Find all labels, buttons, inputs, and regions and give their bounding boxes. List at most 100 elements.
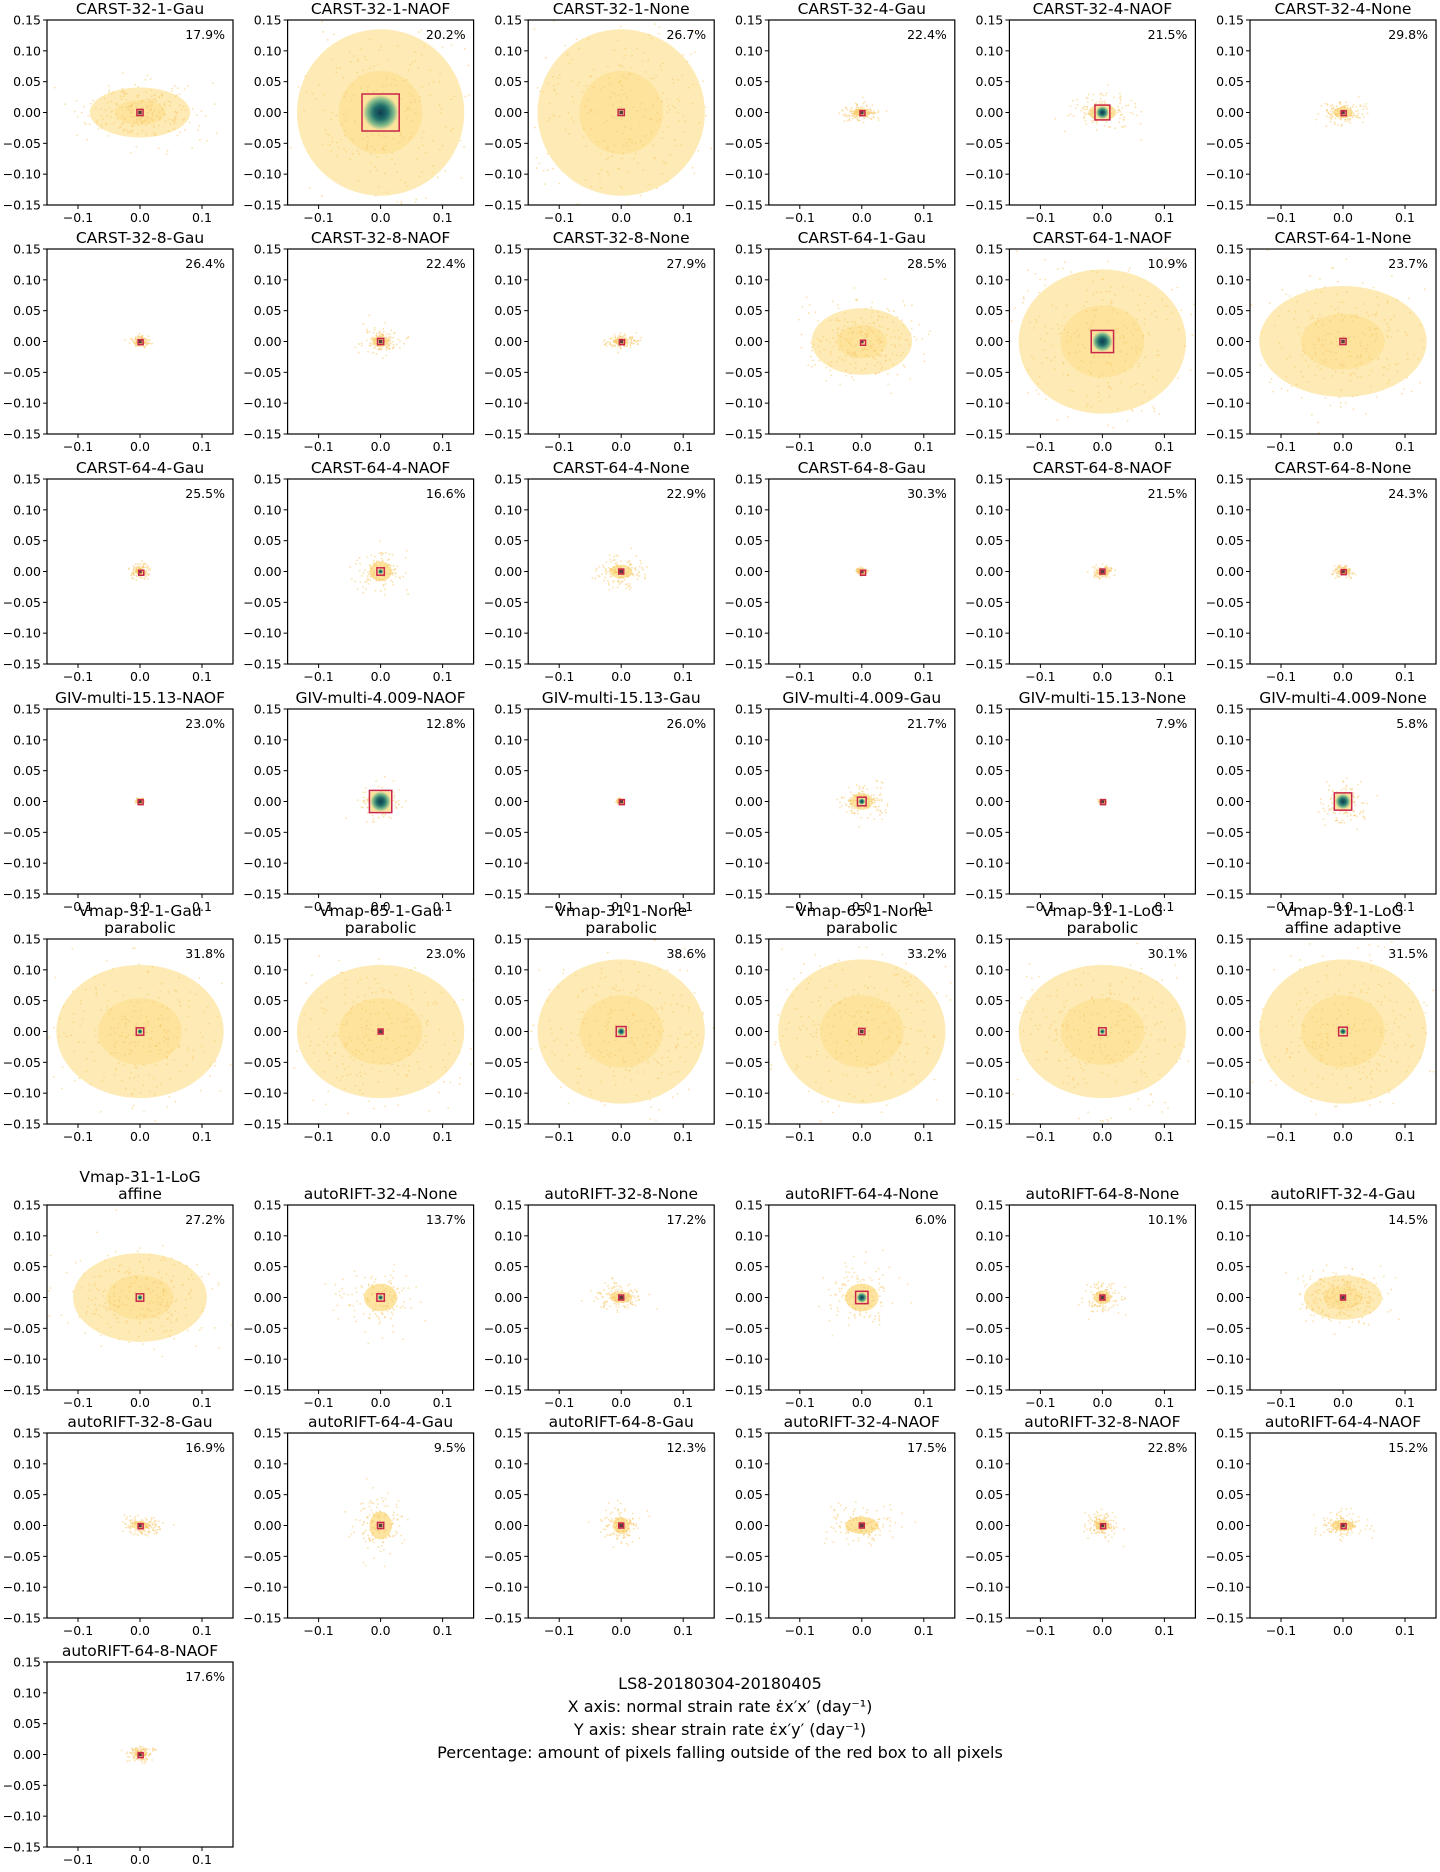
scatter-point [857, 111, 860, 114]
scatter-point [840, 333, 842, 336]
scatter-point [710, 147, 713, 150]
x-tick-label: 0.1 [433, 210, 453, 225]
scatter-point [1341, 371, 1344, 374]
scatter-point [1108, 386, 1111, 389]
scatter-point [1062, 316, 1065, 319]
scatter-point [375, 353, 378, 356]
scatter-point [851, 109, 854, 112]
scatter-point [1303, 352, 1306, 354]
scatter-point [413, 98, 416, 101]
scatter-point [166, 149, 169, 152]
scatter-point [547, 82, 549, 85]
x-tick-label: 0.0 [852, 439, 872, 454]
scatter-point [123, 91, 125, 94]
scatter-point [157, 1018, 160, 1021]
scatter-point [1325, 361, 1327, 364]
scatter-point [626, 145, 629, 147]
scatter-point [870, 346, 873, 349]
scatter-point [668, 108, 671, 111]
scatter-point [877, 361, 879, 364]
scatter-point [392, 137, 395, 140]
scatter-point [345, 817, 348, 820]
scatter-point [144, 572, 147, 574]
scatter-point [436, 176, 439, 179]
y-tick-label: 0.15 [254, 472, 282, 487]
scatter-point [342, 76, 345, 79]
scatter-point [921, 337, 924, 340]
scatter-point [1351, 320, 1354, 323]
scatter-point [855, 115, 858, 118]
scatter-point [619, 565, 622, 568]
y-tick-label: 0.05 [494, 303, 522, 318]
scatter-point [878, 794, 881, 797]
scatter-point [95, 991, 98, 994]
scatter-point [1327, 789, 1330, 791]
scatter-point [585, 85, 587, 88]
scatter-point [1331, 104, 1334, 106]
scatter-point [384, 579, 386, 582]
scatter-point [857, 812, 859, 815]
scatter-point [399, 97, 402, 100]
scatter-point [158, 997, 160, 1000]
scatter-point [343, 148, 346, 151]
scatter-point [146, 564, 149, 567]
scatter-point [362, 585, 365, 588]
density-peak [1095, 106, 1109, 119]
scatter-point [650, 37, 653, 40]
scatter-point [1085, 405, 1088, 408]
scatter-point [612, 336, 614, 339]
scatter-point [153, 94, 156, 97]
scatter-point [1022, 301, 1025, 304]
scatter-point [1325, 358, 1327, 361]
scatter-point [867, 807, 870, 809]
scatter-point [1339, 564, 1342, 567]
scatter-point [638, 124, 641, 127]
scatter-point [1317, 337, 1320, 339]
scatter-point [1184, 345, 1187, 348]
scatter-point [399, 576, 401, 579]
y-tick-label: 0.05 [1216, 533, 1244, 548]
scatter-point [878, 337, 881, 340]
scatter-point [1098, 356, 1100, 359]
percentage-label: 27.9% [666, 256, 706, 271]
scatter-point [1331, 342, 1334, 345]
scatter-point [872, 355, 875, 358]
scatter-point [689, 53, 692, 56]
scatter-point [1345, 258, 1348, 261]
scatter-point [1346, 118, 1349, 120]
scatter-point [1050, 344, 1053, 347]
scatter-point [631, 337, 634, 340]
scatter-point [854, 367, 857, 369]
scatter-point [902, 300, 905, 303]
scatter-point [83, 121, 86, 124]
scatter-point [856, 104, 859, 107]
scatter-point [885, 110, 888, 113]
percentage-label: 30.3% [907, 486, 947, 501]
y-tick-label: −0.10 [3, 626, 41, 641]
scatter-point [1113, 96, 1115, 99]
scatter-point [1377, 357, 1380, 360]
scatter-point [849, 799, 851, 802]
scatter-point [619, 560, 622, 562]
scatter-point [121, 1079, 123, 1082]
scatter-point [109, 1052, 112, 1055]
scatter-point [590, 109, 593, 112]
y-tick-label: 0.15 [1216, 472, 1244, 487]
scatter-point [148, 342, 151, 345]
scatter-point [323, 109, 326, 112]
scatter-point [604, 568, 607, 570]
scatter-point [1286, 357, 1288, 360]
y-tick-label: 0.10 [1216, 43, 1244, 58]
density-peak [858, 798, 866, 805]
subplot-title: GIV-multi-4.009-Gau [782, 689, 941, 707]
scatter-point [369, 566, 372, 569]
scatter-point [571, 58, 573, 61]
scatter-point [1345, 777, 1348, 779]
scatter-point [1124, 124, 1127, 127]
scatter-point [626, 342, 629, 345]
scatter-point [151, 1030, 153, 1033]
scatter-point [634, 567, 636, 570]
scatter-point [848, 114, 851, 117]
scatter-point [829, 364, 832, 367]
scatter-point [585, 145, 587, 148]
